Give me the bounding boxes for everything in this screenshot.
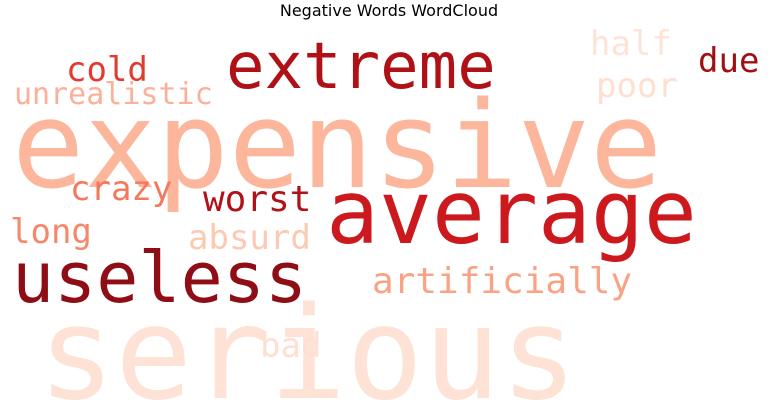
- word-unrealistic: unrealistic: [14, 77, 213, 112]
- word-artificially: artificially: [372, 261, 632, 302]
- word-half: half: [590, 24, 672, 64]
- word-bad: bad: [260, 326, 321, 366]
- word-due: due: [698, 41, 759, 81]
- word-worst: worst: [203, 179, 311, 220]
- word-average: average: [326, 161, 697, 264]
- chart-title: Negative Words WordCloud: [279, 1, 499, 20]
- word-crazy: crazy: [70, 169, 172, 209]
- word-useless: useless: [12, 237, 307, 319]
- word-poor: poor: [596, 66, 678, 106]
- word-serious: serious: [38, 280, 577, 412]
- word-absurd: absurd: [188, 218, 311, 258]
- word-long: long: [10, 212, 92, 252]
- word-cold: cold: [66, 50, 148, 90]
- word-expensive: expensive: [12, 77, 662, 216]
- word-extreme: extreme: [226, 30, 496, 104]
